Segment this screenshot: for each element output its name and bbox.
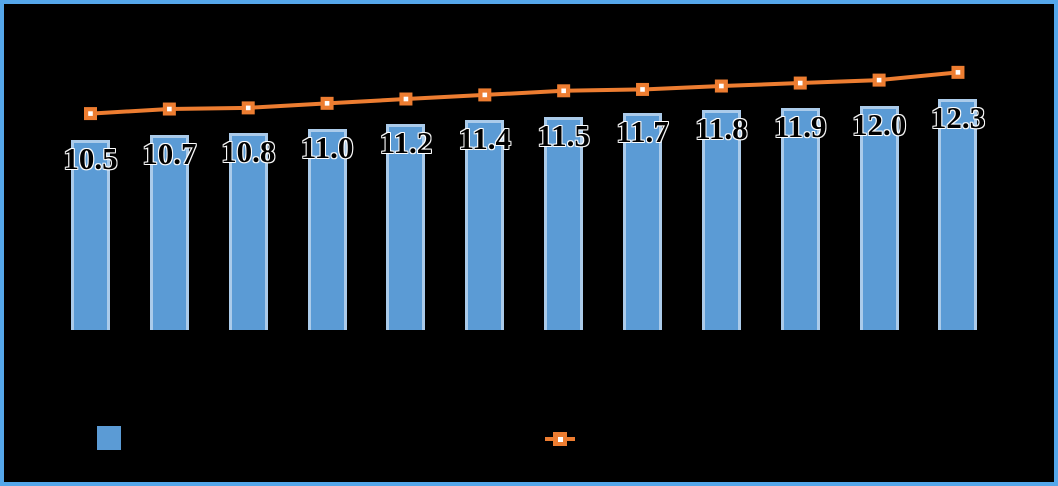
bar [859,105,899,330]
line-marker-center-icon [88,111,93,116]
bar-value-label: 12.0 [851,106,907,142]
line-marker-center-icon [797,80,803,86]
line-marker-center-icon [955,70,961,75]
line-marker-center-icon [324,101,330,106]
bar [307,128,347,330]
bar [71,140,110,330]
bar [623,112,663,330]
bar [386,124,426,330]
bar [465,119,505,330]
bar-value-label: 11.4 [458,120,512,156]
line-marker-center-icon [403,96,409,102]
bar-value-label: 11.5 [537,118,590,154]
line-marker-center-icon [245,105,251,111]
bar-value-label: 12.3 [930,100,986,135]
bar [780,108,820,330]
legend-marker-center-icon [557,436,563,442]
bar-value-label: 11.0 [300,129,354,165]
bar-value-label: 11.9 [773,109,827,145]
line-marker-center-icon [561,88,566,94]
bar-value-label: 10.8 [221,134,276,170]
line-marker-center-icon [167,106,172,112]
legend-bar-swatch-icon [97,426,121,450]
trend-line [90,70,959,116]
bar [544,117,584,330]
bar [938,99,978,330]
bar-value-label: 11.2 [379,125,433,161]
bar-value-label: 10.7 [142,136,197,172]
bar-value-label: 11.8 [695,111,748,147]
bar [228,133,268,330]
bar-value-label: 10.5 [63,141,118,176]
legend-line-marker-icon [553,432,567,446]
bar [149,135,189,330]
line-marker-center-icon [876,77,882,83]
line-marker-center-icon [640,87,645,92]
line-marker-center-icon [482,92,488,98]
bar [701,110,741,330]
bar-value-label: 11.7 [616,113,669,149]
line-marker-center-icon [719,83,724,89]
